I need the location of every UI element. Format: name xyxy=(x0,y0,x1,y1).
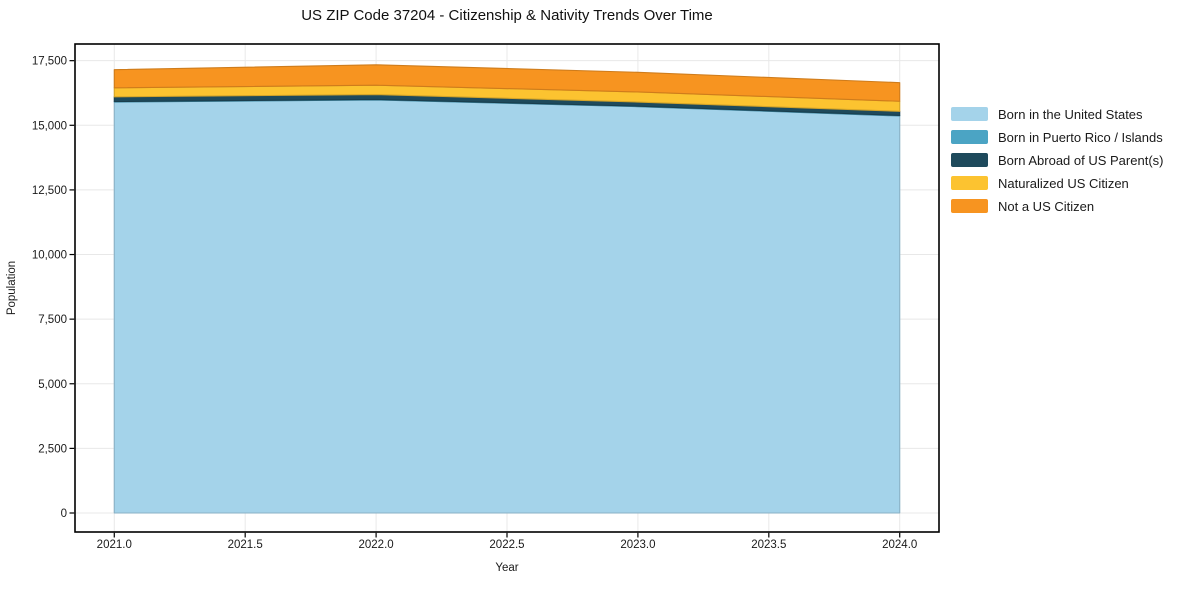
legend-swatch xyxy=(951,107,988,121)
area-not-a-us-citizen xyxy=(113,64,901,102)
legend: Born in the United States Born in Puerto … xyxy=(951,106,1164,214)
y-axis-label: Population xyxy=(6,260,18,316)
x-tick-label: 2024.0 xyxy=(882,539,917,551)
legend-swatch xyxy=(951,153,988,167)
legend-swatch xyxy=(951,176,988,190)
x-axis-label: Year xyxy=(495,562,519,574)
legend-label: Born Abroad of US Parent(s) xyxy=(998,152,1164,168)
legend-label: Born in Puerto Rico / Islands xyxy=(998,129,1163,145)
y-tick-label: 15,000 xyxy=(32,120,67,132)
legend-item-born-in-puerto-rico-islands: Born in Puerto Rico / Islands xyxy=(951,129,1163,145)
y-tick-label: 10,000 xyxy=(32,250,67,262)
chart-title: US ZIP Code 37204 - Citizenship & Nativi… xyxy=(301,7,713,24)
x-tick-label: 2021.5 xyxy=(228,539,263,551)
x-tick-label: 2023.0 xyxy=(620,539,655,551)
legend-swatch xyxy=(951,130,988,144)
legend-item-naturalized-us-citizen: Naturalized US Citizen xyxy=(951,175,1163,191)
plot-border xyxy=(74,43,940,533)
legend-label: Not a US Citizen xyxy=(998,198,1095,214)
area-born-in-the-united-states xyxy=(113,99,901,514)
x-tick-label: 2022.0 xyxy=(358,539,393,551)
y-tick-label: 12,500 xyxy=(32,185,67,197)
legend-label: Born in the United States xyxy=(998,106,1143,122)
x-tick-label: 2021.0 xyxy=(97,539,132,551)
y-tick-label: 5,000 xyxy=(38,379,67,391)
x-tick-label: 2023.5 xyxy=(751,539,786,551)
y-tick-label: 2,500 xyxy=(38,443,67,455)
y-tick-label: 0 xyxy=(61,508,67,520)
legend-item-born-in-the-united-states: Born in the United States xyxy=(951,106,1163,122)
y-tick-label: 17,500 xyxy=(32,56,67,68)
y-tick-label: 7,500 xyxy=(38,314,67,326)
legend-swatch xyxy=(951,199,988,213)
x-tick-label: 2022.5 xyxy=(489,539,524,551)
legend-item-not-a-us-citizen: Not a US Citizen xyxy=(951,198,1163,214)
legend-label: Naturalized US Citizen xyxy=(998,175,1129,191)
legend-item-born-abroad-of-us-parent-s: Born Abroad of US Parent(s) xyxy=(951,152,1164,168)
